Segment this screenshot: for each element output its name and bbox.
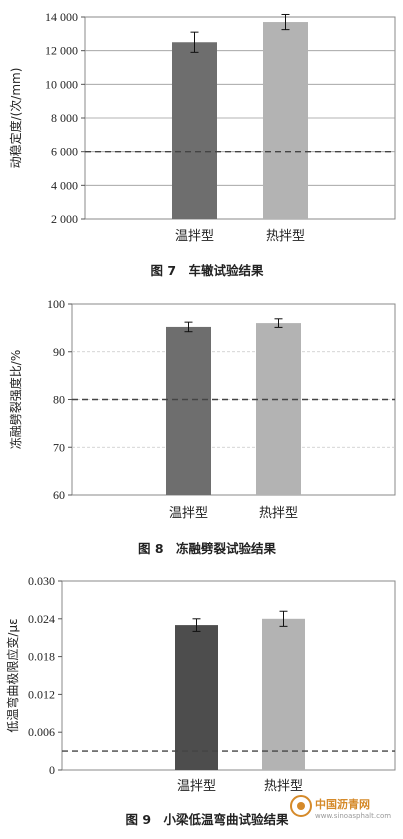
bar-hot-mix xyxy=(256,323,301,495)
bar-warm-mix xyxy=(175,625,218,770)
figure-8-caption: 图 8 冻融劈裂试验结果 xyxy=(138,541,277,556)
y-tick-label: 0 xyxy=(49,763,55,777)
bar-warm-mix xyxy=(166,326,211,495)
low-temp-bending-chart: 0 0.006 0.012 0.018 0.024 0.030 温拌型 热拌型 低温弯曲极限应变… xyxy=(5,574,396,794)
category-label: 温拌型 xyxy=(175,229,214,244)
category-label: 热拌型 xyxy=(266,229,305,244)
watermark-logo-dot-icon xyxy=(297,802,305,810)
y-tick-label: 0.012 xyxy=(28,687,55,701)
watermark-name: 中国沥青网 xyxy=(315,797,370,811)
y-axis-label: 动稳定度/(次/mm) xyxy=(8,68,23,169)
y-axis-label: 低温弯曲极限应变/με xyxy=(5,618,20,732)
y-tick-label: 0.018 xyxy=(28,650,55,664)
category-label: 温拌型 xyxy=(177,779,216,794)
y-tick-label: 70 xyxy=(53,440,65,454)
bar-hot-mix xyxy=(263,22,308,219)
freeze-thaw-split-chart: 60 70 80 90 100 温拌型 热拌型 冻融劈裂强度比/% xyxy=(8,297,396,521)
category-label: 热拌型 xyxy=(264,779,303,794)
category-label: 热拌型 xyxy=(259,506,298,521)
bar-hot-mix xyxy=(262,618,305,770)
rutting-test-chart: 2 000 4 000 6 000 8 000 10 000 12 000 14 000 温拌… xyxy=(8,10,396,244)
y-tick-label: 80 xyxy=(53,393,65,407)
watermark-logo-icon xyxy=(290,795,312,817)
watermark-url: www.sinoasphalt.com xyxy=(315,812,391,820)
y-tick-label: 14 000 xyxy=(45,10,78,24)
category-label: 温拌型 xyxy=(169,506,208,521)
figure-9-caption: 图 9 小梁低温弯曲试验结果 xyxy=(125,812,289,827)
y-tick-label: 2 000 xyxy=(51,212,78,226)
bar-warm-mix xyxy=(172,42,217,219)
y-tick-label: 0.006 xyxy=(28,725,55,739)
y-tick-label: 8 000 xyxy=(51,111,78,125)
y-tick-label: 60 xyxy=(53,488,65,502)
watermark: 中国沥青网 www.sinoasphalt.com xyxy=(290,795,391,820)
figure-7-caption: 图 7 车辙试验结果 xyxy=(150,263,264,278)
y-axis-label: 冻融劈裂强度比/% xyxy=(8,350,23,449)
y-tick-label: 100 xyxy=(47,297,65,311)
y-tick-label: 0.030 xyxy=(28,574,55,588)
y-tick-label: 6 000 xyxy=(51,145,78,159)
plot-frame xyxy=(61,580,396,771)
y-tick-label: 4 000 xyxy=(51,178,78,192)
y-tick-label: 12 000 xyxy=(45,44,78,58)
y-tick-label: 0.024 xyxy=(28,612,55,626)
y-tick-label: 90 xyxy=(53,345,65,359)
y-tick-label: 10 000 xyxy=(45,77,78,91)
